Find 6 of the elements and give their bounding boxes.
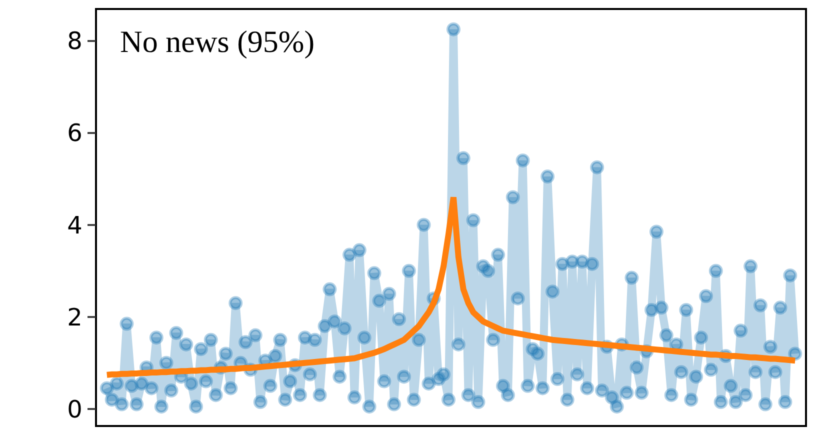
y-tick-label: 4	[67, 211, 82, 240]
y-tick-label: 0	[67, 395, 82, 424]
y-tick-label: 6	[67, 119, 82, 148]
annotation: No news (95%)	[120, 24, 315, 59]
y-tick-label: 8	[67, 27, 82, 56]
y-tick-label: 2	[67, 303, 82, 332]
